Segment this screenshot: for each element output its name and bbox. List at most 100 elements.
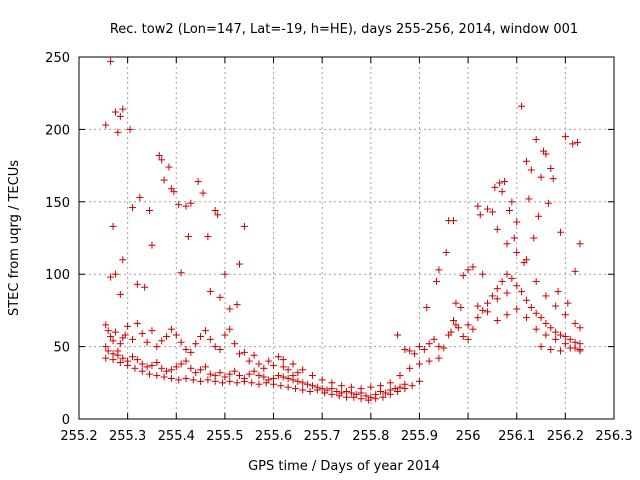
data-point bbox=[279, 356, 287, 364]
data-point bbox=[435, 266, 443, 274]
data-point bbox=[172, 363, 180, 371]
data-point bbox=[513, 282, 521, 290]
data-point bbox=[107, 332, 115, 340]
y-axis-label: STEC from uqrg / TECUs bbox=[7, 160, 22, 316]
data-point bbox=[226, 325, 234, 333]
data-points bbox=[102, 57, 584, 404]
data-point bbox=[552, 328, 560, 336]
data-point bbox=[313, 383, 321, 391]
data-point bbox=[138, 367, 146, 375]
data-point bbox=[260, 373, 268, 381]
data-point bbox=[425, 340, 433, 348]
data-point bbox=[510, 234, 518, 242]
data-point bbox=[270, 380, 278, 388]
data-point bbox=[146, 370, 154, 378]
data-point bbox=[552, 335, 560, 343]
data-point bbox=[391, 385, 399, 393]
data-point bbox=[177, 360, 185, 368]
data-point bbox=[199, 189, 207, 197]
data-point bbox=[160, 176, 168, 184]
data-point bbox=[109, 356, 117, 364]
data-point bbox=[197, 377, 205, 385]
x-tick-label: 255.4 bbox=[158, 429, 195, 444]
data-point bbox=[415, 377, 423, 385]
data-point bbox=[175, 201, 183, 209]
data-point bbox=[476, 211, 484, 219]
data-point bbox=[396, 372, 404, 380]
data-point bbox=[160, 373, 168, 381]
data-point bbox=[532, 136, 540, 144]
data-point bbox=[522, 256, 530, 264]
data-point bbox=[318, 385, 326, 393]
data-point bbox=[233, 379, 241, 387]
data-point bbox=[260, 364, 268, 372]
x-tick-label: 255.9 bbox=[401, 429, 438, 444]
data-point bbox=[206, 288, 214, 296]
data-point bbox=[503, 270, 511, 278]
data-point bbox=[133, 356, 141, 364]
data-point bbox=[518, 102, 526, 110]
data-point bbox=[557, 331, 564, 339]
data-point bbox=[503, 311, 511, 319]
data-point bbox=[250, 367, 258, 375]
data-point bbox=[479, 270, 487, 278]
data-point bbox=[498, 188, 506, 196]
data-point bbox=[557, 347, 564, 355]
data-point bbox=[236, 372, 243, 380]
data-point bbox=[333, 387, 341, 395]
data-point bbox=[274, 372, 282, 380]
data-point bbox=[576, 324, 584, 332]
x-tick-label: 255.2 bbox=[60, 429, 97, 444]
data-point bbox=[124, 361, 132, 369]
data-point bbox=[265, 357, 273, 365]
x-tick-label: 255.8 bbox=[352, 429, 389, 444]
data-point bbox=[496, 179, 504, 187]
data-point bbox=[304, 380, 312, 388]
y-tick-label: 100 bbox=[45, 268, 70, 283]
data-point bbox=[493, 285, 501, 293]
data-point bbox=[406, 364, 414, 372]
data-point bbox=[450, 217, 457, 225]
data-point bbox=[172, 331, 180, 339]
data-point bbox=[576, 240, 584, 248]
data-point bbox=[459, 332, 467, 340]
data-point bbox=[262, 379, 270, 387]
data-point bbox=[566, 344, 574, 352]
data-point bbox=[352, 390, 360, 398]
data-point bbox=[146, 206, 154, 214]
data-point bbox=[367, 393, 375, 401]
data-point bbox=[218, 379, 226, 387]
data-point bbox=[415, 360, 423, 368]
x-axis-label: GPS time / Days of year 2014 bbox=[248, 459, 440, 474]
data-point bbox=[270, 361, 278, 369]
data-point bbox=[104, 327, 112, 335]
data-point bbox=[464, 266, 472, 274]
data-point bbox=[498, 277, 506, 285]
data-point bbox=[527, 304, 535, 312]
data-point bbox=[569, 140, 577, 148]
data-point bbox=[542, 319, 550, 327]
data-point bbox=[102, 354, 110, 362]
data-point bbox=[221, 373, 229, 381]
data-point bbox=[537, 343, 545, 351]
data-point bbox=[491, 183, 499, 191]
data-point bbox=[505, 206, 513, 214]
data-point bbox=[554, 288, 562, 296]
data-point bbox=[201, 363, 209, 371]
data-point bbox=[240, 348, 248, 356]
data-point bbox=[386, 386, 394, 394]
data-point bbox=[216, 293, 224, 301]
data-point bbox=[513, 248, 521, 256]
data-point bbox=[167, 374, 175, 382]
data-point bbox=[192, 369, 200, 377]
data-point bbox=[114, 128, 122, 136]
chart-title: Rec. tow2 (Lon=147, Lat=-19, h=HE), days… bbox=[110, 22, 578, 37]
data-point bbox=[279, 363, 287, 371]
data-point bbox=[204, 376, 212, 384]
data-point bbox=[121, 331, 129, 339]
data-point bbox=[401, 345, 409, 353]
data-point bbox=[158, 156, 166, 164]
data-point bbox=[236, 260, 243, 268]
data-point bbox=[119, 256, 127, 264]
data-point bbox=[245, 370, 253, 378]
